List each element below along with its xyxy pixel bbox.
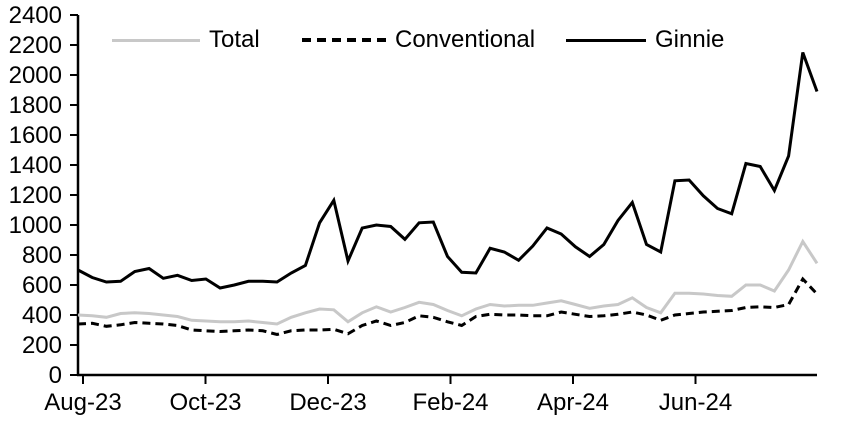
series-conventional-line (77, 276, 819, 337)
legend-item-conventional: Conventional (302, 26, 536, 53)
legend-item-total: Total (112, 26, 260, 53)
y-tick-label: 1200 (9, 182, 62, 209)
legend-item-ginnie: Ginnie (566, 26, 725, 53)
series-ginnie-line (77, 51, 819, 290)
y-tick-label: 1400 (9, 152, 62, 179)
y-tick-label: 2400 (9, 2, 62, 29)
y-tick-label: 0 (49, 362, 62, 389)
y-tick-label: 400 (22, 302, 62, 329)
legend-label-conventional: Conventional (395, 26, 536, 53)
y-tick-label: 1000 (9, 212, 62, 239)
y-tick-label: 200 (22, 332, 62, 359)
y-tick-label: 800 (22, 242, 62, 269)
y-tick-label: 1600 (9, 122, 62, 149)
x-tick-label: Feb-24 (412, 389, 488, 416)
legend-label-total: Total (209, 26, 260, 53)
y-tick-label: 600 (22, 272, 62, 299)
conventional-line-swatch (302, 38, 386, 42)
x-tick-label: Dec-23 (289, 389, 366, 416)
x-tick-label: Oct-23 (169, 389, 241, 416)
ginnie-line-swatch (566, 38, 646, 42)
y-tick-label: 2000 (9, 62, 62, 89)
y-tick-label: 2200 (9, 32, 62, 59)
x-tick-label: Apr-24 (537, 389, 609, 416)
x-tick-label: Aug-23 (44, 389, 121, 416)
series-total-line (77, 238, 819, 326)
legend-label-ginnie: Ginnie (655, 26, 725, 53)
y-tick-label: 1800 (9, 92, 62, 119)
x-tick-label: Jun-24 (659, 389, 732, 416)
total-line-swatch (112, 38, 200, 42)
